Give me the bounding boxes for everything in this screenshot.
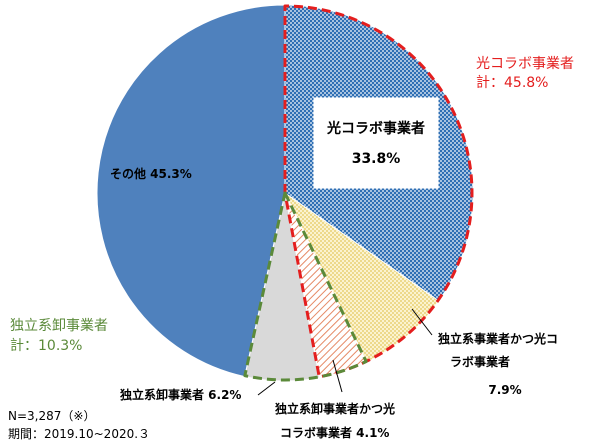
total-orosi-line2: 計：10.3% <box>10 338 82 354</box>
footnote-n: N=3,287（※） <box>8 409 95 423</box>
leader-line-dok-hikari <box>411 308 433 336</box>
orosi-label: 独立系卸事業者 6.2% <box>119 387 241 402</box>
orosi-hikari-label-line1: 独立系卸事業者かつ光 <box>274 401 395 416</box>
group-outline-0 <box>283 4 474 379</box>
orosi-hikari-label-line2: コラボ事業者 4.1% <box>280 425 389 440</box>
group-outlines <box>243 4 474 382</box>
total-hikari-line2: 計：45.8% <box>476 75 548 91</box>
dok-hikari-label-line1: 独立系事業者かつ光コ <box>437 331 558 346</box>
dok-hikari-label-pct: 7.9% <box>488 383 521 397</box>
total-orosi-line1: 独立系卸事業者 <box>10 318 108 334</box>
pie-slice-4 <box>96 4 286 378</box>
pie-slices <box>96 4 474 382</box>
total-hikari-line1: 光コラボ事業者 <box>476 56 574 72</box>
dok-hikari-label-line2: ラボ事業者 <box>450 354 510 369</box>
footnote-period: 期間：2019.10~2020.３ <box>8 427 150 441</box>
hikari-label-name: 光コラボ事業者 <box>326 120 425 137</box>
hikari-label-pct: 33.8% <box>352 151 401 167</box>
leader-line-orosi-hikari <box>332 359 343 393</box>
sonota-label: その他 45.3% <box>110 166 192 181</box>
leader-line-orosi <box>257 381 276 396</box>
hikari-label-box <box>313 97 439 189</box>
